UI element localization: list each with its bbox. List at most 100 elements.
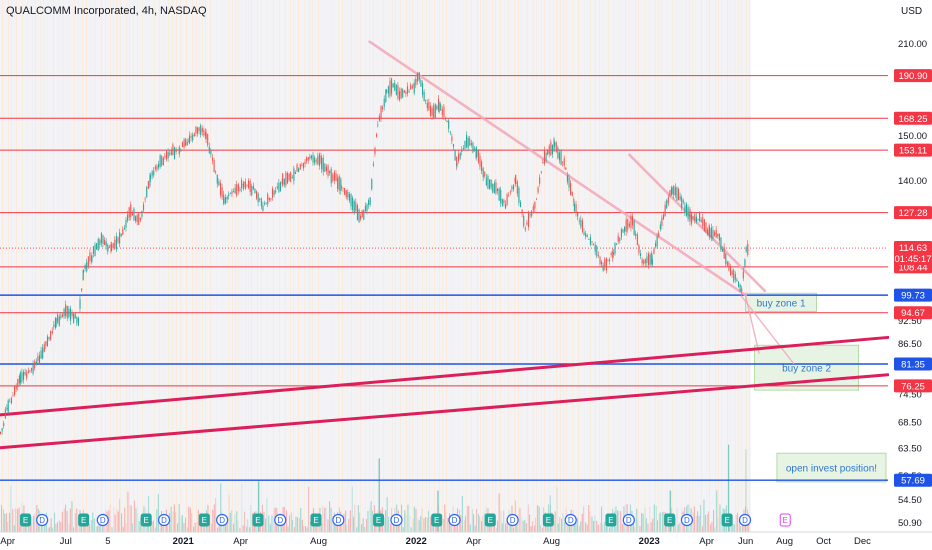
candle-body [479,156,481,167]
earnings-marker[interactable] [373,513,385,527]
volume-bar [729,525,731,532]
session-stripe [338,0,339,532]
candle-body [10,397,12,404]
dividend-marker[interactable] [274,513,287,527]
dividend-marker-letter: D [394,516,400,525]
dividend-marker[interactable] [680,513,694,527]
earnings-marker[interactable] [431,513,443,527]
session-stripe [409,0,410,532]
candle-body [340,178,342,191]
candle-body [43,344,45,352]
candle-body [105,241,107,247]
candle-body [553,138,555,152]
level-badge-text: 168.25 [898,114,927,125]
candle-body [568,177,570,188]
candle-body [506,194,508,205]
trendline[interactable] [740,295,795,365]
earnings-marker[interactable] [78,513,90,527]
volume-bar [223,526,225,532]
session-stripe [429,0,430,532]
volume-bar [597,524,599,532]
candle-body [68,308,70,317]
candle-body [215,171,217,173]
candle-body [624,227,626,232]
volume-bar [476,508,478,532]
dividend-marker[interactable] [390,513,403,527]
volume-bar [469,524,471,532]
earnings-marker[interactable] [20,513,32,527]
volume-bar [434,521,436,532]
earnings-marker[interactable] [779,513,791,527]
session-stripe [676,0,677,532]
earnings-marker[interactable] [198,513,210,527]
dividend-marker[interactable] [738,513,752,527]
trendline[interactable] [744,295,760,354]
candle-body [674,187,676,196]
candle-body [262,205,264,212]
session-stripe [584,0,585,532]
level-badge [894,306,932,320]
earnings-marker[interactable] [310,513,322,527]
earnings-marker[interactable] [484,513,496,527]
dividend-marker[interactable] [96,513,109,527]
dividend-marker[interactable] [36,513,49,527]
candle-body [431,108,433,116]
volume-bar [506,518,508,532]
candle-body [55,317,57,327]
session-stripe [655,0,656,532]
dividend-marker[interactable] [448,513,461,527]
time-tick-label: Aug [776,536,793,547]
trendline[interactable] [368,40,747,297]
volume-bar [677,524,679,532]
candle-body [699,211,701,221]
dividend-marker[interactable] [216,513,229,527]
volume-bar [101,523,103,532]
candle-body [602,265,604,271]
trendline[interactable] [0,335,890,417]
dividend-marker[interactable] [622,513,635,527]
candle-body [511,186,513,190]
candle-body [508,195,510,197]
candle-body [218,181,220,186]
candle-body [558,152,561,161]
session-stripe [202,0,203,532]
volume-bar [229,512,231,532]
volume-bar [530,526,532,532]
volume-bar [271,515,273,532]
volume-bar [732,524,734,532]
dividend-marker[interactable] [157,513,171,527]
dividend-marker[interactable] [506,513,519,527]
trendline[interactable] [628,153,767,293]
candle-body [469,138,471,146]
earnings-marker[interactable] [605,513,617,527]
earnings-marker[interactable] [664,513,676,527]
candle-body [32,364,34,374]
session-stripe [442,0,443,532]
level-badge-text: 108.44 [898,262,927,273]
trendline[interactable] [0,373,890,450]
dividend-marker[interactable] [564,513,577,527]
session-stripe [458,0,459,532]
candle-body [392,83,394,88]
earnings-marker[interactable] [542,513,554,527]
candle-body [594,244,596,252]
time-tick-label: 2022 [406,536,427,547]
candle-body [722,248,724,252]
volume-bar [413,506,415,532]
candle-body [443,106,445,117]
time-tick-label: Aug [310,536,327,547]
candle-body [653,248,655,255]
session-stripe [290,0,291,532]
candle-body [69,308,72,321]
candle-body [246,184,248,186]
dividend-marker[interactable] [332,513,345,527]
earnings-marker[interactable] [140,513,152,527]
session-stripe [35,0,36,532]
earnings-marker[interactable] [721,513,733,527]
volume-bar [583,506,585,532]
trendlines[interactable] [0,40,890,450]
earnings-marker[interactable] [252,513,264,527]
candle-body [111,244,113,251]
